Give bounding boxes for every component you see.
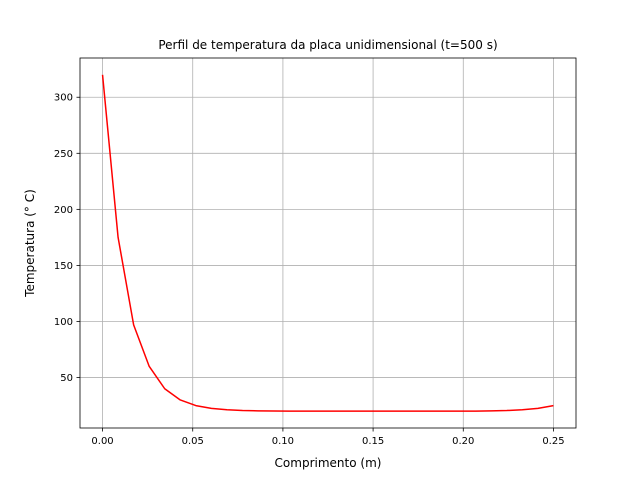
temperature-profile-line bbox=[101, 74, 554, 412]
y-tick-label: 50 bbox=[60, 373, 73, 384]
plot-area-frame bbox=[79, 57, 577, 429]
grid bbox=[80, 58, 576, 428]
series-layer bbox=[101, 74, 554, 412]
x-tick-label: 0.20 bbox=[452, 436, 474, 447]
x-tick-label: 0.25 bbox=[542, 436, 564, 447]
x-axis-label: Comprimento (m) bbox=[275, 456, 382, 470]
y-tick-label: 250 bbox=[54, 149, 73, 160]
x-tick-label: 0.10 bbox=[272, 436, 294, 447]
x-tick-label: 0.05 bbox=[182, 436, 204, 447]
y-tick-label: 150 bbox=[54, 261, 73, 272]
chart-title: Perfil de temperatura da placa unidimens… bbox=[158, 38, 497, 52]
x-tick-label: 0.00 bbox=[91, 436, 113, 447]
y-tick-label: 200 bbox=[54, 205, 73, 216]
axis-ticks: 0.00 0.05 0.10 0.15 0.20 0.25 50 100 150 200 250 30… bbox=[54, 93, 565, 447]
y-tick-label: 100 bbox=[54, 317, 73, 328]
y-tick-label: 300 bbox=[54, 93, 73, 104]
x-tick-label: 0.15 bbox=[362, 436, 384, 447]
y-axis-label: Temperatura (° C) bbox=[23, 189, 37, 298]
